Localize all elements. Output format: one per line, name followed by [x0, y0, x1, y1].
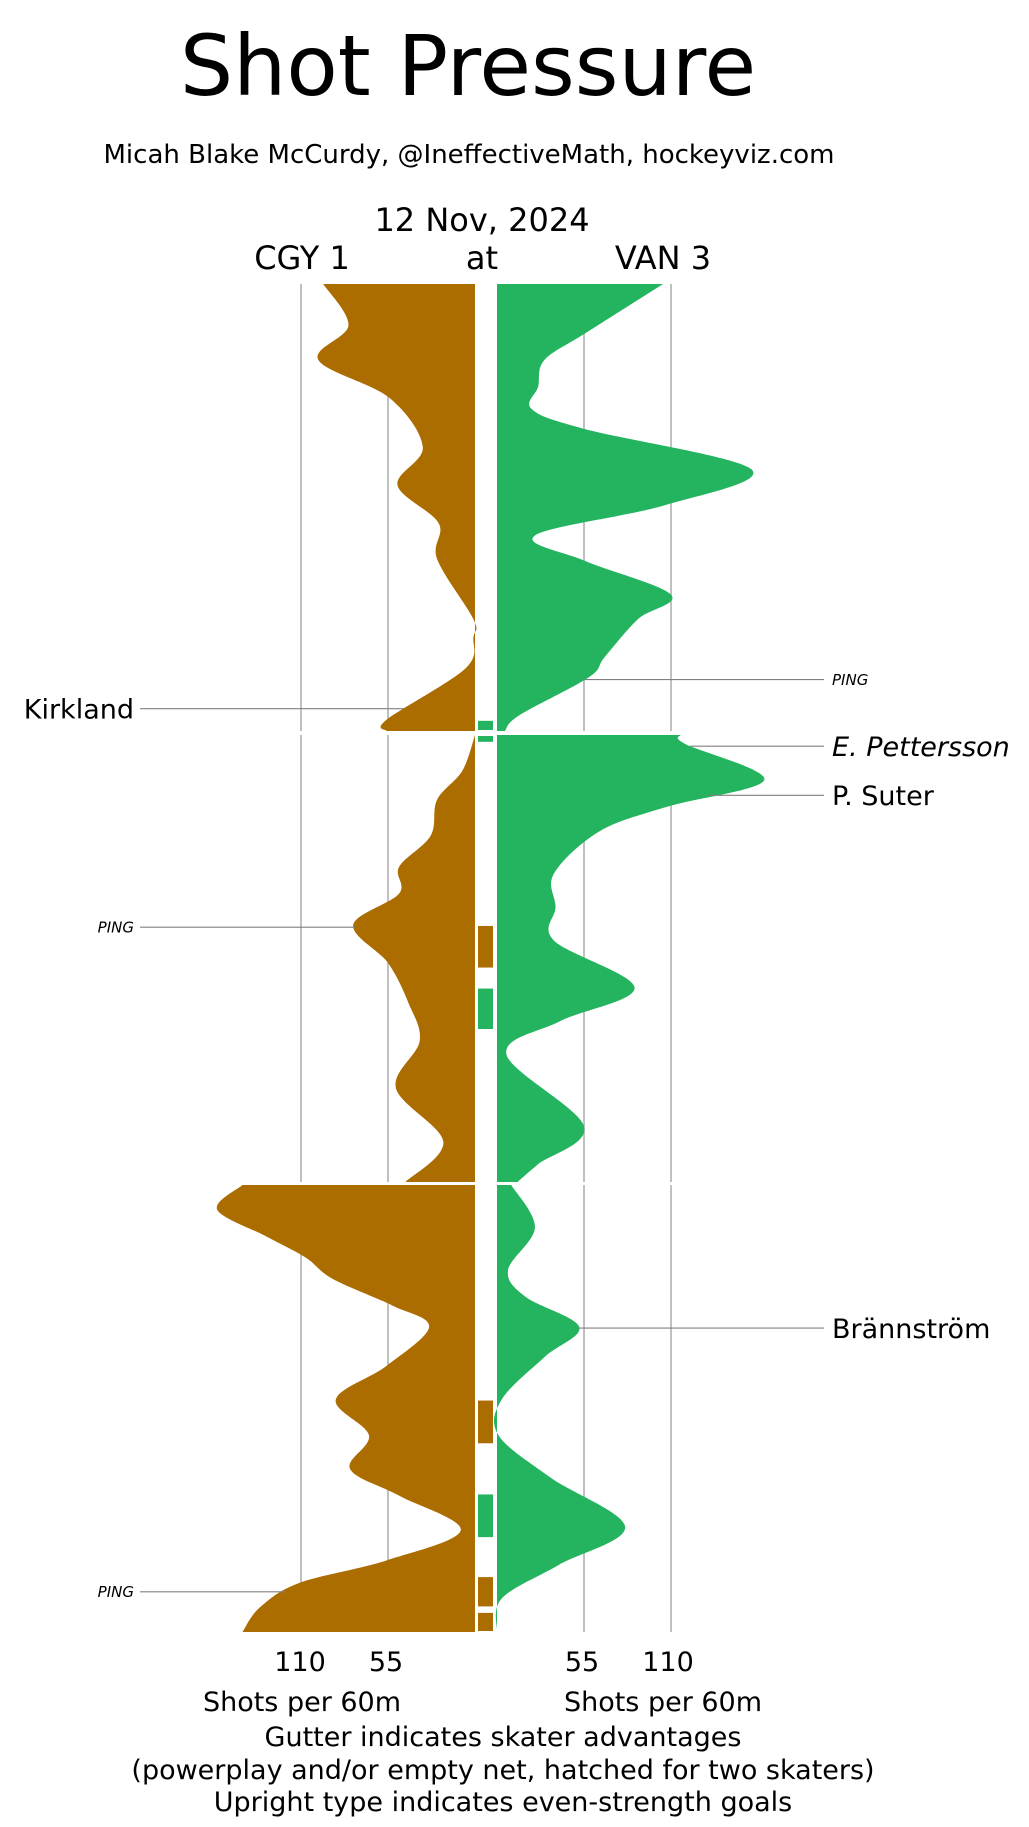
- right-tick-55: 55: [565, 1647, 599, 1678]
- left-tick-55: 55: [369, 1647, 403, 1678]
- gutter-bar-cgy: [478, 1400, 493, 1444]
- gutter-bar-cgy: [478, 1612, 493, 1631]
- annotation-label: PING: [98, 1583, 134, 1601]
- annotation-label: E. Pettersson: [832, 732, 1010, 763]
- annotation-label: PING: [832, 671, 868, 689]
- goal-annotations: Kirkland PING E. Pettersson P. Suter PING Brä…: [24, 671, 1010, 1601]
- van-shot-area-period-3: [493, 1185, 626, 1632]
- right-axis-label: Shots per 60m: [564, 1687, 762, 1718]
- cgy-shot-area-period-3: [216, 1185, 475, 1632]
- gutter-bar-van: [478, 720, 493, 730]
- van-shot-area-period-2: [497, 735, 765, 1182]
- gutter-bars: [478, 720, 493, 1631]
- chart-subtitle: Micah Blake McCurdy, @IneffectiveMath, h…: [104, 140, 835, 170]
- annotation-label: Brännström: [832, 1314, 990, 1345]
- right-tick-110: 110: [642, 1647, 694, 1678]
- game-date: 12 Nov, 2024: [374, 201, 589, 239]
- annotation-label: P. Suter: [832, 781, 935, 812]
- away-team-score: CGY 1: [254, 239, 350, 277]
- gutter-bar-cgy: [478, 925, 493, 968]
- cgy-shot-area-period-1: [317, 284, 477, 731]
- gutter-bar-van: [478, 988, 493, 1030]
- shot-areas: [216, 284, 765, 1632]
- left-tick-110: 110: [274, 1647, 326, 1678]
- footer-line-2: (powerplay and/or empty net, hatched for…: [131, 1755, 874, 1786]
- cgy-shot-area-period-2: [353, 735, 475, 1182]
- gutter-bar-van: [478, 1494, 493, 1538]
- footer-line-1: Gutter indicates skater advantages: [265, 1722, 742, 1753]
- chart-title: Shot Pressure: [180, 17, 756, 115]
- at-separator: at: [466, 239, 498, 277]
- home-team-score: VAN 3: [615, 239, 711, 277]
- annotation-label: Kirkland: [24, 694, 134, 725]
- gutter-bar-cgy: [478, 1577, 493, 1607]
- gutter-bar-van: [478, 736, 493, 742]
- annotation-label: PING: [98, 919, 134, 937]
- footer-line-3: Upright type indicates even-strength goa…: [214, 1787, 792, 1818]
- van-shot-area-period-1: [497, 284, 754, 731]
- left-axis-label: Shots per 60m: [203, 1687, 401, 1718]
